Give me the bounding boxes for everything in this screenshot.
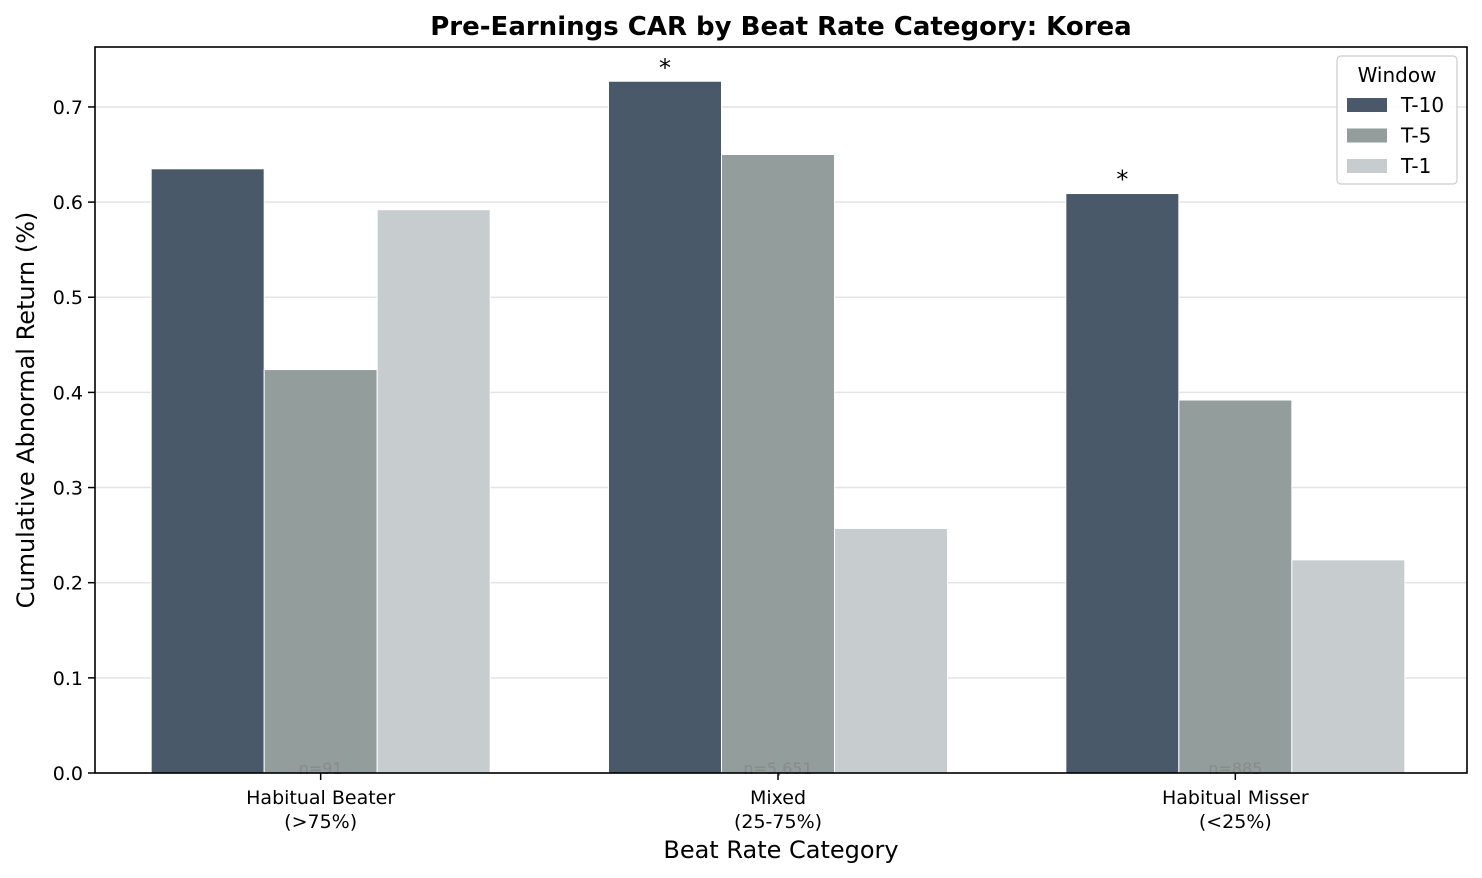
- y-tick-label: 0.3: [53, 478, 83, 500]
- y-tick-label: 0.5: [53, 287, 83, 309]
- x-tick-label: (>75%): [284, 811, 357, 833]
- legend: Window T-10 T-5 T-1: [1336, 55, 1458, 185]
- x-tick-label: Habitual Beater: [246, 787, 395, 809]
- plot-frame: [94, 46, 1468, 774]
- significance-markers: **: [659, 54, 1128, 193]
- bar: [834, 527, 948, 774]
- legend-entry-label: T-5: [1400, 124, 1431, 148]
- y-tick-label: 0.4: [53, 382, 83, 404]
- y-tick-label: 0.7: [53, 97, 83, 119]
- significance-star: *: [1116, 165, 1128, 193]
- bar: [263, 369, 378, 774]
- y-tick-label: 0.6: [53, 192, 83, 214]
- y-tick-label: 0.2: [53, 573, 83, 595]
- chart-title: Pre-Earnings CAR by Beat Rate Category: …: [430, 12, 1131, 42]
- x-axis-ticks: Habitual Beater(>75%) Mixed(25-75%) Habitu…: [246, 773, 1309, 833]
- significance-star: *: [659, 54, 671, 82]
- bar: [150, 168, 265, 774]
- legend-swatch: [1347, 128, 1387, 143]
- y-tick-label: 0.0: [53, 763, 83, 785]
- bar: [1178, 399, 1293, 774]
- bar: [1065, 193, 1180, 774]
- x-tick-label: (25-75%): [734, 811, 822, 833]
- legend-entry-label: T-10: [1400, 93, 1444, 117]
- x-tick-label: Habitual Misser: [1162, 787, 1309, 809]
- y-axis-label: Cumulative Abnormal Return (%): [12, 212, 40, 609]
- legend-swatch: [1347, 98, 1387, 112]
- bars: [150, 80, 1406, 774]
- legend-swatch: [1347, 159, 1387, 173]
- bar: [721, 154, 835, 774]
- x-axis-label: Beat Rate Category: [663, 836, 898, 864]
- bar: [608, 80, 722, 774]
- bar: [1291, 559, 1406, 774]
- bar: [376, 209, 491, 774]
- legend-title: Window: [1358, 63, 1437, 87]
- legend-box: [1336, 55, 1458, 185]
- x-tick-label: Mixed: [750, 787, 806, 809]
- x-tick-label: (<25%): [1199, 811, 1272, 833]
- legend-entry-label: T-1: [1400, 154, 1431, 178]
- y-tick-label: 0.1: [53, 668, 83, 690]
- y-axis-ticks: 0.0 0.1 0.2 0.3 0.4 0.5 0.6 0.7: [53, 97, 95, 785]
